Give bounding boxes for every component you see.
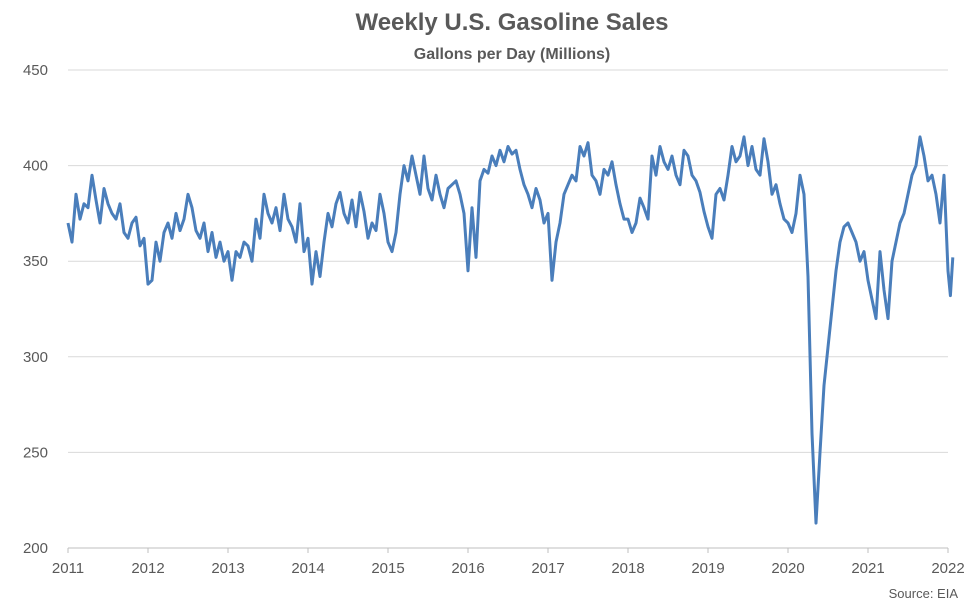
gridlines — [68, 69, 948, 453]
x-tick-label: 2015 — [371, 560, 404, 577]
y-axis: 200 250 300 350 400 450 — [23, 62, 48, 557]
x-tick-label: 2016 — [451, 560, 484, 577]
chart-title: Weekly U.S. Gasoline Sales — [355, 9, 668, 36]
x-tick-label: 2012 — [131, 560, 164, 577]
x-tick-label: 2019 — [691, 560, 724, 577]
x-tick-label: 2018 — [611, 560, 644, 577]
y-tick-label: 350 — [23, 253, 48, 270]
chart-subtitle: Gallons per Day (Millions) — [414, 46, 610, 63]
x-axis: 2011 2012 2013 2014 2015 2016 2017 2018 2019 2020… — [52, 547, 965, 577]
x-tick-label: 2020 — [771, 560, 804, 577]
y-tick-label: 300 — [23, 349, 48, 366]
x-tick-label: 2013 — [211, 560, 244, 577]
x-tick-label: 2011 — [52, 560, 84, 577]
x-tick-label: 2014 — [291, 560, 324, 577]
source-note: Source: EIA — [889, 586, 959, 601]
x-tick-label: 2022 — [931, 560, 964, 577]
y-tick-label: 400 — [23, 158, 48, 175]
series-line — [66, 135, 955, 525]
y-tick-label: 200 — [23, 540, 48, 557]
x-tick-label: 2021 — [851, 560, 884, 577]
y-tick-label: 450 — [23, 62, 48, 79]
y-tick-label: 250 — [23, 444, 48, 461]
x-tick-label: 2017 — [531, 560, 564, 577]
